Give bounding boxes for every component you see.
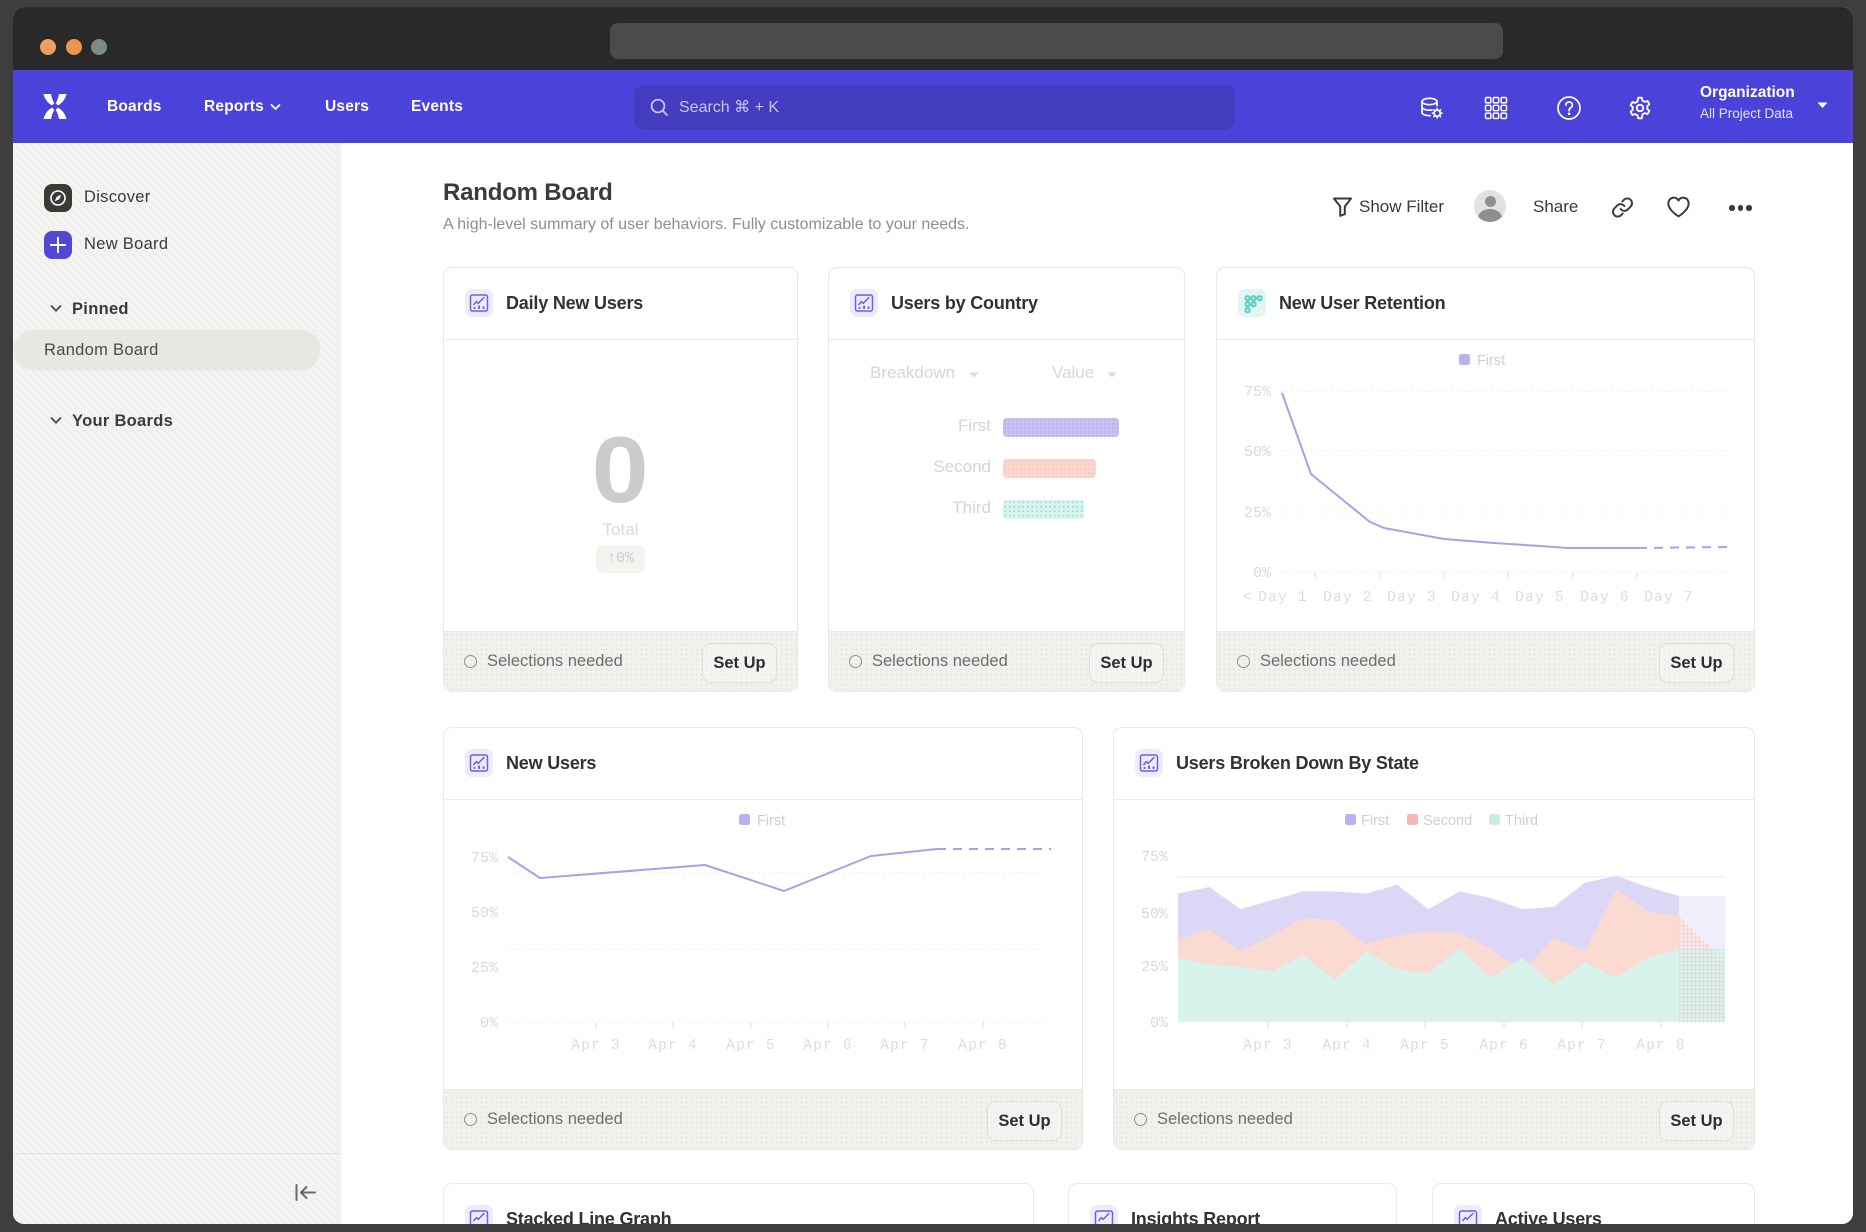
svg-text:Day 7: Day 7	[1644, 590, 1694, 606]
svg-text:25%: 25%	[1244, 505, 1272, 522]
svg-text:50%: 50%	[1244, 444, 1272, 461]
svg-text:Apr 6: Apr 6	[1479, 1038, 1529, 1054]
svg-text:Apr 4: Apr 4	[1322, 1038, 1372, 1054]
svg-text:Day 5: Day 5	[1515, 590, 1565, 606]
svg-text:Apr 4: Apr 4	[648, 1038, 698, 1054]
svg-text:Day 6: Day 6	[1580, 590, 1630, 606]
svg-text:75%: 75%	[1244, 384, 1272, 401]
svg-text:Apr 8: Apr 8	[958, 1038, 1008, 1054]
svg-text:50%: 50%	[471, 905, 499, 922]
svg-text:First: First	[1361, 813, 1389, 829]
svg-text:25%: 25%	[1141, 959, 1169, 976]
svg-text:Apr 3: Apr 3	[571, 1038, 621, 1054]
svg-text:Apr 6: Apr 6	[803, 1038, 853, 1054]
svg-text:0%: 0%	[480, 1015, 499, 1032]
svg-text:First: First	[757, 813, 785, 829]
svg-text:75%: 75%	[1141, 849, 1169, 866]
svg-text:Apr 5: Apr 5	[1400, 1038, 1450, 1054]
svg-text:0%: 0%	[1253, 565, 1272, 582]
svg-text:Third: Third	[1505, 813, 1538, 829]
svg-text:First: First	[1477, 353, 1505, 369]
svg-text:75%: 75%	[471, 850, 499, 867]
svg-text:Day 4: Day 4	[1451, 590, 1501, 606]
svg-text:25%: 25%	[471, 960, 499, 977]
svg-text:0%: 0%	[1150, 1015, 1169, 1032]
svg-text:Apr 7: Apr 7	[880, 1038, 930, 1054]
svg-text:Day 2: Day 2	[1323, 590, 1373, 606]
svg-text:Day 3: Day 3	[1387, 590, 1437, 606]
svg-text:<: <	[1243, 590, 1253, 606]
svg-text:Second: Second	[1423, 813, 1472, 829]
svg-text:50%: 50%	[1141, 906, 1169, 923]
svg-text:Day 1: Day 1	[1258, 590, 1308, 606]
svg-text:Apr 5: Apr 5	[726, 1038, 776, 1054]
svg-text:Apr 8: Apr 8	[1636, 1038, 1686, 1054]
svg-text:Apr 7: Apr 7	[1557, 1038, 1607, 1054]
svg-text:Apr 3: Apr 3	[1243, 1038, 1293, 1054]
